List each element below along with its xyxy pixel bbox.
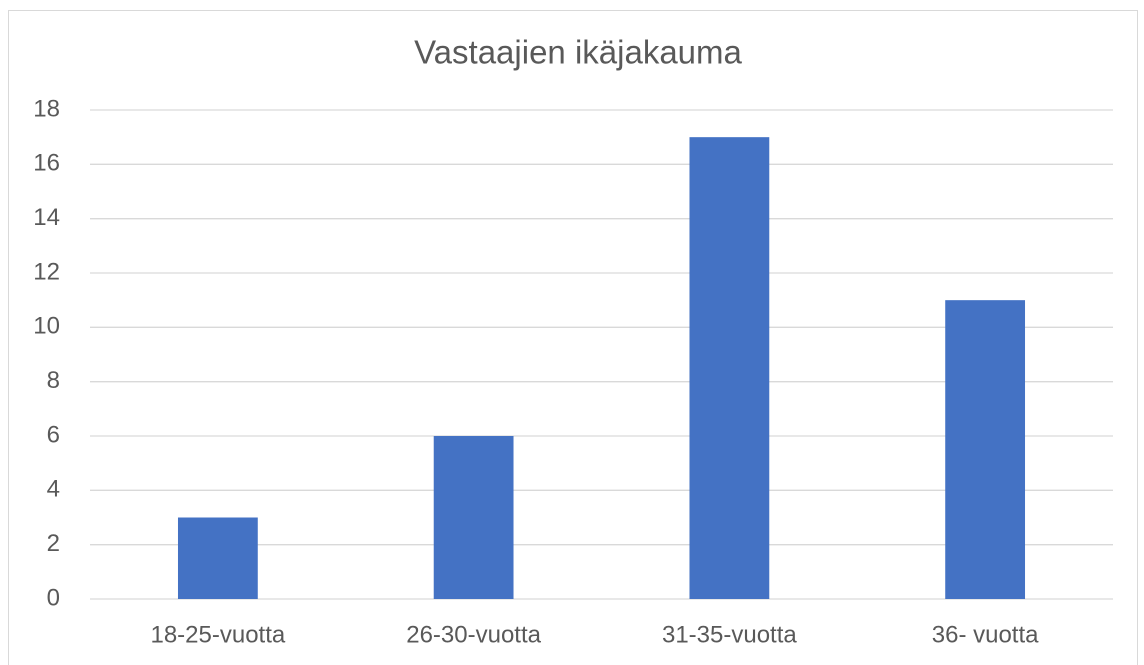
bar [689, 137, 770, 599]
y-tick-label: 14 [33, 204, 60, 231]
y-tick-label: 6 [47, 421, 60, 448]
y-tick-label: 2 [47, 530, 60, 557]
x-tick-label: 36- vuotta [932, 621, 1039, 648]
x-tick-label: 26-30-vuotta [406, 621, 541, 648]
bar [945, 300, 1026, 599]
y-tick-label: 10 [33, 313, 60, 340]
y-tick-label: 18 [33, 95, 60, 122]
y-tick-label: 4 [47, 476, 60, 503]
y-tick-label: 12 [33, 258, 60, 285]
chart-title: Vastaajien ikäjakauma [414, 34, 742, 71]
y-tick-label: 16 [33, 150, 60, 177]
y-tick-label: 0 [47, 584, 60, 611]
y-tick-label: 8 [47, 367, 60, 394]
x-tick-label: 18-25-vuotta [150, 621, 285, 648]
bar [433, 436, 514, 599]
x-tick-label: 31-35-vuotta [662, 621, 797, 648]
bar [177, 517, 258, 599]
